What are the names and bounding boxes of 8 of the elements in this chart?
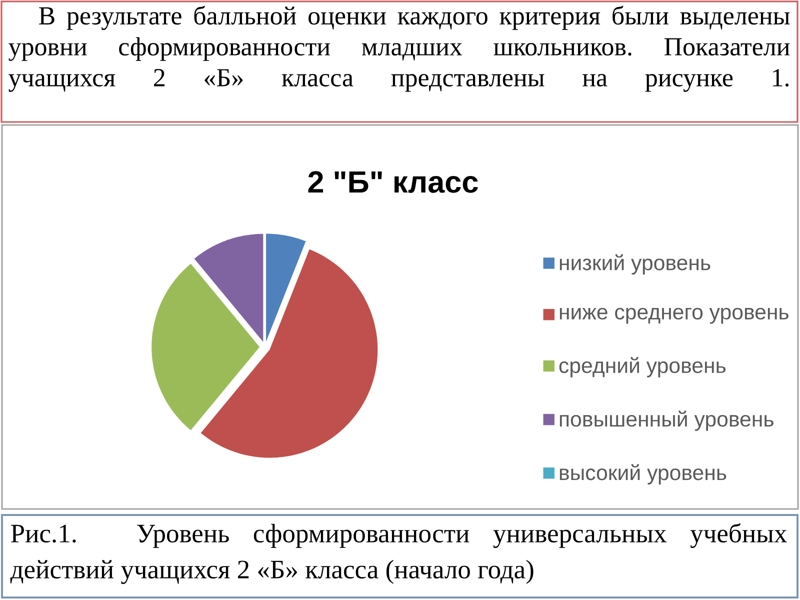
legend-label: высокий уровень (560, 464, 726, 484)
text: Рис.1. Уровень сформированности универсальных учебных действий учащихся 2 «Б» класса (начало года) (10, 523, 787, 584)
legend-label: низкий уровень (560, 254, 710, 275)
legend-label: средний уровень (559, 357, 726, 378)
text: В результате балльной оценки каждого критерия были выделены уровни сформированности младших школьников. Показатели учащихся 2 «Б» класса представлены на рисунке 1. (8, 6, 790, 92)
legend-label: ниже среднего уровень (560, 308, 788, 324)
legend-label: повышенный уровень (560, 410, 774, 431)
chart-title: 2 "Б" класс (308, 171, 478, 193)
